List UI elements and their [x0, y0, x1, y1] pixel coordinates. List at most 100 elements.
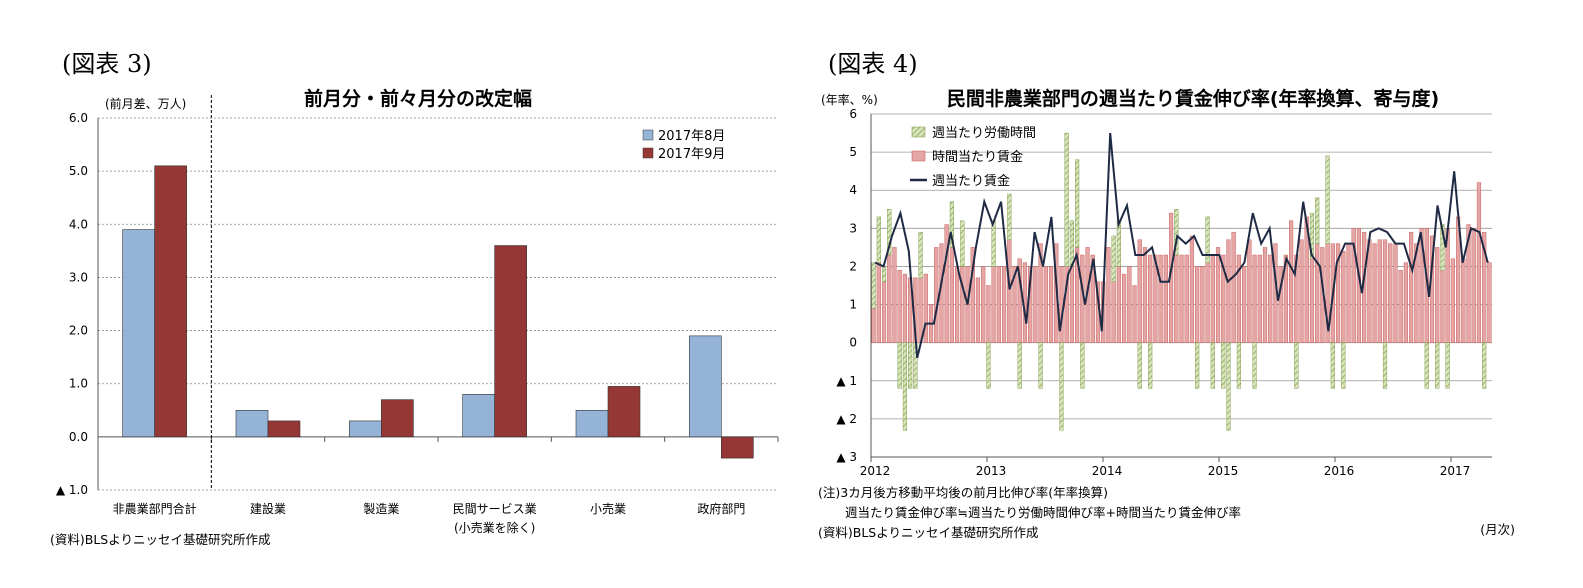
x-axis-unit-label: (月次) [1480, 522, 1515, 537]
chart-title: 前月分・前々月分の改定幅 [304, 87, 532, 110]
y-tick-label: 3 [849, 221, 857, 235]
hourly-wage-bar [1195, 266, 1200, 343]
note-line-2: 週当たり賃金伸び率≒週当たり労働時間伸び率+時間当たり賃金伸び率 [845, 505, 1241, 520]
hours-bar [1210, 342, 1215, 389]
x-tick-label: 2015 [1208, 464, 1239, 478]
category-label: 民間サービス業 [453, 502, 537, 516]
hourly-wage-bar [1001, 266, 1007, 343]
hourly-wage-bar [918, 277, 923, 343]
hours-bar [986, 342, 991, 389]
y-tick-label: ▲ 1 [836, 374, 857, 388]
hours-bar [1309, 212, 1315, 260]
category-label: 政府部門 [697, 501, 745, 516]
hourly-wage-bar [1315, 243, 1320, 343]
hourly-wage-bar [1398, 270, 1403, 343]
hours-bar [1205, 216, 1210, 263]
y-tick-label: 2.0 [69, 324, 88, 338]
hours-bar [1445, 342, 1450, 389]
note-line-1: (注)3カ月後方移動平均後の前月比伸び率(年率換算) [818, 485, 1108, 500]
hourly-wage-bar [1148, 254, 1153, 343]
legend-label: 時間当たり賃金 [932, 149, 1023, 165]
hours-bar [1382, 342, 1388, 389]
revision-bar-chart: 前月分・前々月分の改定幅 (前月差、万人) ▲ 1.0 0.0 1.0 2.0 3.0 4.0… [50, 87, 779, 547]
hourly-wage-bar [986, 285, 991, 343]
hours-bar [1017, 342, 1022, 389]
y-tick-label: 6 [849, 107, 857, 121]
y-axis-label: (前月差、万人) [105, 96, 186, 111]
category-label: (小売業を除く) [454, 520, 535, 535]
weekly-wage-line [874, 133, 1489, 359]
hours-bar [1424, 342, 1429, 389]
hourly-wage-bar [1116, 266, 1121, 343]
y-tick-label: 2 [849, 259, 857, 273]
hourly-wage-bar [975, 277, 981, 343]
y-tick-label: 4.0 [69, 217, 88, 231]
hourly-wage-bar [1351, 228, 1356, 343]
legend-swatch [911, 150, 926, 162]
bar [689, 335, 722, 438]
left-panel-label: (図表 3) [62, 50, 152, 78]
hourly-wage-bar [871, 308, 876, 343]
hourly-wage-bar [1142, 247, 1148, 343]
hourly-wage-bar [1200, 266, 1205, 343]
hours-bar [908, 342, 913, 389]
hours-bar [1482, 342, 1487, 389]
hourly-wage-bar [1335, 243, 1341, 343]
hourly-wage-bar [1377, 239, 1382, 343]
hours-bar [876, 216, 881, 263]
y-tick-label: 1.0 [69, 377, 88, 391]
hourly-wage-bar [892, 247, 897, 343]
hourly-wage-bar [1487, 262, 1492, 343]
hourly-wage-bar [1007, 239, 1012, 343]
hours-bar [918, 231, 923, 279]
hourly-wage-bar [1476, 182, 1482, 343]
hourly-wage-bar [1309, 258, 1315, 343]
hourly-wage-bar [1382, 239, 1388, 343]
hourly-wage-bar [1184, 254, 1189, 343]
hours-bar [1440, 224, 1445, 271]
y-axis-label: (年率、%) [821, 92, 878, 107]
y-tick-label: 4 [849, 183, 857, 197]
x-tick-label: 2017 [1440, 464, 1471, 478]
hourly-wage-bar [996, 266, 1001, 343]
hourly-wage-bar [1393, 243, 1398, 343]
hours-bar [991, 220, 996, 267]
y-tick-label: 0.0 [69, 430, 88, 444]
right-panel-label: (図表 4) [828, 50, 918, 78]
category-label: 小売業 [590, 501, 626, 516]
right-source-note: (資料)BLSよりニッセイ基礎研究所作成 [818, 525, 1038, 540]
y-tick-label: 6.0 [69, 111, 88, 125]
hourly-wage-bar [1069, 266, 1074, 343]
hourly-wage-bar [887, 254, 892, 343]
bar [154, 165, 187, 438]
hours-bar [1148, 342, 1153, 389]
hours-bar [1252, 342, 1257, 389]
x-tick-label: 2014 [1092, 464, 1123, 478]
hourly-wage-bar [949, 247, 954, 343]
hours-bar [897, 342, 902, 389]
left-source-note: (資料)BLSよりニッセイ基礎研究所作成 [50, 532, 270, 547]
hourly-wage-bar [1252, 254, 1257, 343]
hourly-wage-bar [1127, 266, 1132, 343]
hourly-wage-bar [1215, 247, 1221, 343]
bar [721, 436, 754, 459]
hours-bar [902, 342, 907, 431]
hourly-wage-bar [955, 266, 960, 343]
hours-bar [1069, 220, 1074, 267]
hours-bar [1116, 220, 1121, 267]
y-tick-label: 1 [849, 298, 857, 312]
hourly-wage-bar [1440, 270, 1445, 343]
hourly-wage-bar [876, 262, 881, 343]
category-label: 非農業部門合計 [113, 501, 197, 516]
x-tick-label: 2016 [1324, 464, 1355, 478]
hourly-wage-bar [1289, 220, 1294, 343]
hours-bar [1226, 342, 1231, 431]
bar [494, 245, 527, 438]
hourly-wage-bar [934, 247, 939, 343]
hourly-wage-bar [1268, 254, 1273, 343]
hours-bar [1330, 342, 1335, 389]
hours-bar [871, 262, 876, 309]
hourly-wage-bar [1122, 273, 1127, 343]
hourly-wage-bar [1257, 254, 1262, 343]
bar [381, 399, 414, 438]
